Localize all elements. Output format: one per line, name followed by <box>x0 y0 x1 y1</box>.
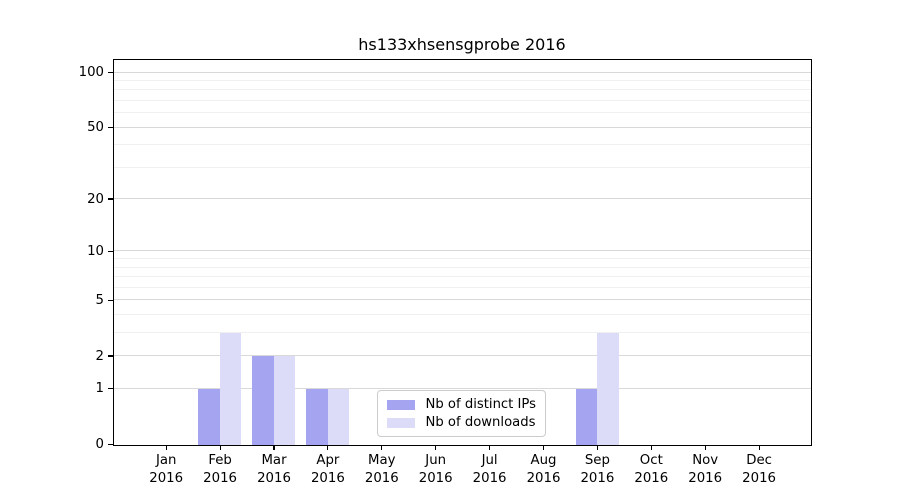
y-tick-mark <box>107 444 113 446</box>
x-tick-mark <box>542 445 545 451</box>
x-tick-label: Nov 2016 <box>688 453 723 486</box>
y-tick-label: 1 <box>95 381 104 397</box>
gridline-major <box>113 198 811 200</box>
gridline-major <box>113 71 811 73</box>
x-tick-label: Jan 2016 <box>149 453 184 486</box>
gridline-minor <box>113 314 811 316</box>
y-tick-mark <box>107 126 113 128</box>
y-tick-mark <box>107 299 113 301</box>
legend: Nb of distinct IPs Nb of downloads <box>376 389 546 437</box>
gridline-minor <box>113 286 811 288</box>
y-tick-mark <box>107 250 113 252</box>
y-tick-label: 2 <box>95 348 104 364</box>
gridline-minor <box>113 332 811 334</box>
y-tick-mark <box>107 388 113 390</box>
x-tick-label: May 2016 <box>364 453 399 486</box>
chart-title: hs133xhsensgprobe 2016 <box>358 35 566 54</box>
plot-area: Nb of distinct IPs Nb of downloads <box>112 58 812 446</box>
gridline-minor <box>113 266 811 268</box>
x-tick-label: Jul 2016 <box>472 453 507 486</box>
gridline-minor <box>113 89 811 91</box>
bar-downloads <box>219 332 242 445</box>
x-tick-mark <box>758 445 760 451</box>
bar-downloads <box>597 332 619 445</box>
bar-downloads <box>327 388 350 445</box>
x-tick-mark <box>650 445 652 451</box>
x-tick-label: Sep 2016 <box>580 453 615 486</box>
y-tick-mark <box>107 355 113 357</box>
gridline-major <box>113 355 811 357</box>
x-tick-mark <box>327 445 329 451</box>
y-tick-mark <box>107 198 113 200</box>
x-tick-mark <box>704 445 706 451</box>
x-tick-label: Jun 2016 <box>418 453 453 486</box>
gridline-minor <box>113 258 811 260</box>
y-tick-mark <box>107 71 113 73</box>
bar-distinct-ips <box>306 388 328 445</box>
legend-entry-downloads: Nb of downloads <box>386 414 536 432</box>
gridline-minor <box>113 99 811 101</box>
gridline-minor <box>113 112 811 114</box>
x-tick-mark <box>219 445 221 451</box>
legend-swatch-downloads <box>386 417 415 428</box>
x-tick-label: Mar 2016 <box>257 453 291 486</box>
gridline-major <box>113 250 811 252</box>
x-tick-mark <box>489 445 491 451</box>
x-tick-label: Oct 2016 <box>634 453 669 486</box>
bar-distinct-ips <box>198 388 220 445</box>
x-tick-mark <box>165 445 167 451</box>
y-tick-label: 20 <box>87 191 104 207</box>
gridline-major <box>113 299 811 301</box>
x-tick-mark <box>381 445 383 451</box>
gridline-minor <box>113 144 811 146</box>
legend-swatch-distinct-ips <box>386 399 415 410</box>
y-tick-label: 0 <box>95 437 104 453</box>
legend-label-distinct-ips: Nb of distinct IPs <box>425 396 537 412</box>
gridline-minor <box>113 276 811 278</box>
x-tick-label: Aug 2016 <box>526 453 561 486</box>
bar-distinct-ips <box>252 355 274 445</box>
y-tick-label: 50 <box>87 119 104 135</box>
gridline-minor <box>113 166 811 168</box>
x-tick-label: Apr 2016 <box>310 453 345 486</box>
x-tick-mark <box>596 445 598 451</box>
gridline-minor <box>113 79 811 81</box>
x-tick-mark <box>273 445 275 451</box>
y-tick-label: 5 <box>95 292 104 308</box>
legend-entry-distinct-ips: Nb of distinct IPs <box>386 396 537 414</box>
legend-label-downloads: Nb of downloads <box>425 414 536 430</box>
bar-downloads <box>273 355 296 445</box>
gridline-major <box>113 388 811 390</box>
gridline-major <box>113 126 811 128</box>
x-tick-label: Feb 2016 <box>203 453 238 486</box>
y-tick-label: 100 <box>78 64 104 80</box>
x-tick-label: Dec 2016 <box>742 453 777 486</box>
y-tick-label: 10 <box>87 243 104 259</box>
x-tick-mark <box>435 445 437 451</box>
bar-distinct-ips <box>575 388 598 445</box>
